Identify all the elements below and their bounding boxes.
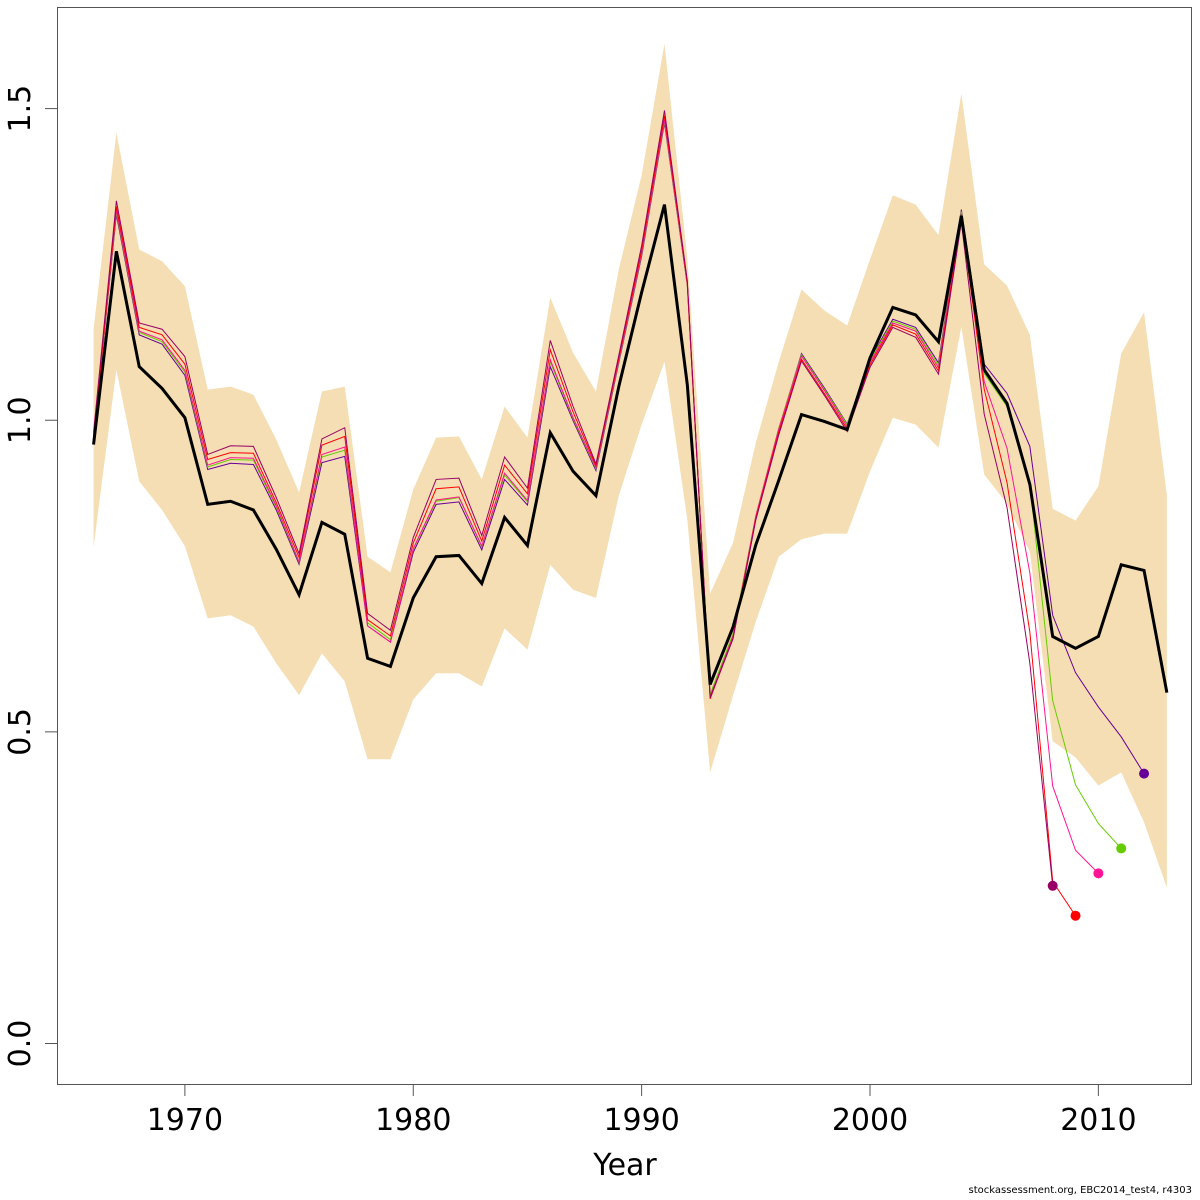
series-line-retrominus4	[93, 115, 1076, 916]
endpoints-layer	[1047, 768, 1150, 921]
endpoint-marker	[1093, 868, 1104, 879]
y-tick-label: 0.0	[3, 1020, 38, 1068]
confidence-band	[93, 43, 1167, 888]
x-axis: 1970 1980 1990 2000 2010	[147, 1084, 1137, 1138]
series-layer	[92, 110, 1169, 916]
series-line-retrominus5	[93, 110, 1054, 886]
y-axis: 0.0 0.5 1.0 1.5	[3, 85, 57, 1068]
y-tick-label: 1.0	[3, 396, 38, 444]
y-tick-label: 0.5	[3, 708, 38, 756]
series-line-main	[92, 204, 1169, 693]
x-tick-label: 1990	[603, 1103, 679, 1138]
endpoint-marker	[1070, 910, 1081, 921]
x-axis-title: Year	[592, 1148, 657, 1183]
confidence-band-layer	[93, 43, 1167, 888]
series-line-retrominus3	[93, 119, 1099, 874]
endpoint-marker	[1139, 768, 1150, 779]
y-tick-label: 1.5	[3, 85, 38, 133]
endpoint-marker	[1047, 880, 1058, 891]
footer-caption: stockassessment.org, EBC2014_test4, r430…	[968, 1185, 1193, 1196]
x-tick-label: 1980	[375, 1103, 451, 1138]
endpoint-marker	[1116, 843, 1127, 854]
x-tick-label: 1970	[147, 1103, 223, 1138]
x-tick-label: 2000	[832, 1103, 908, 1138]
x-tick-label: 2010	[1060, 1103, 1136, 1138]
plot-frame	[57, 7, 1192, 1085]
